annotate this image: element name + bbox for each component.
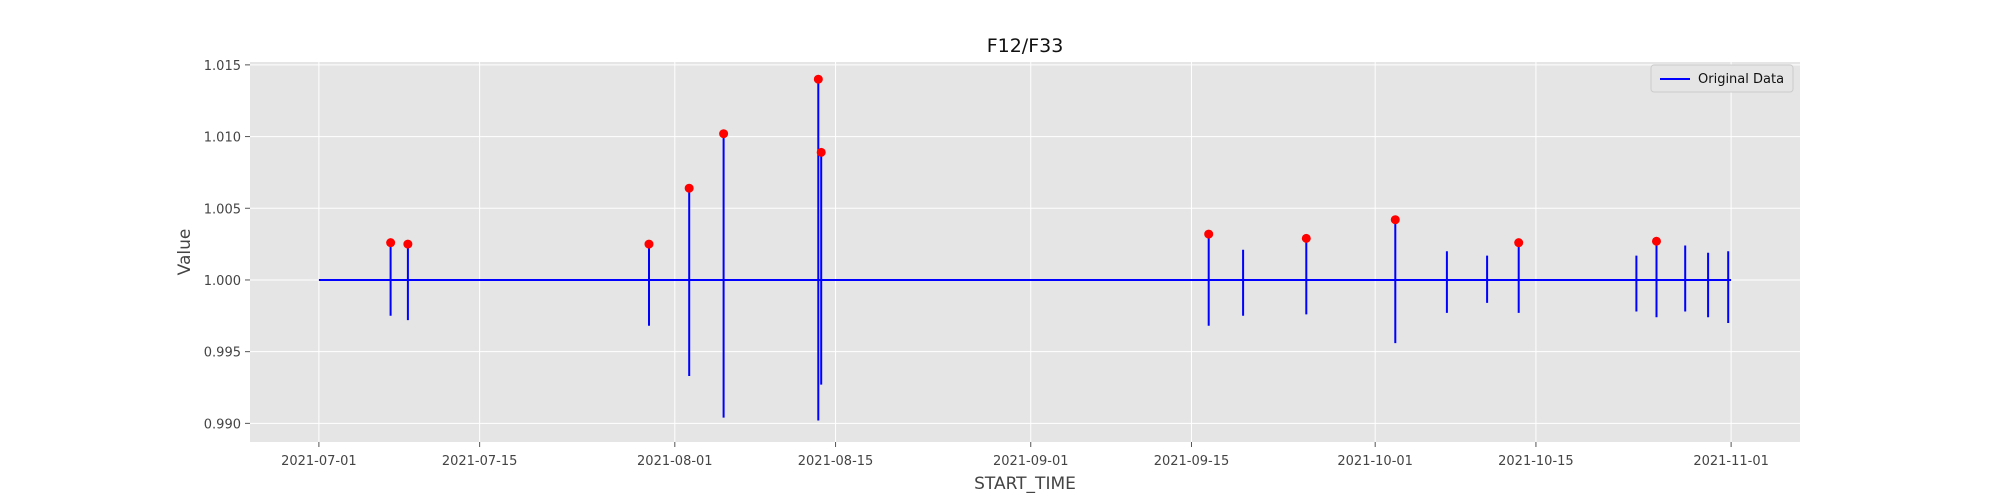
x-tick-label: 2021-08-15 [798,454,874,469]
x-tick-label: 2021-07-01 [281,454,357,469]
series-line [318,79,1732,421]
x-tick-label: 2021-08-01 [637,454,713,469]
data-point [1204,229,1214,239]
y-tick-label: 0.995 [204,346,241,361]
data-point [644,239,654,249]
data-point [1301,233,1311,243]
plot-area [250,62,1800,442]
x-tick-label: 2021-09-15 [1154,454,1230,469]
data-point [719,129,729,139]
marker-layer [386,74,1661,249]
series-layer [318,79,1732,421]
y-axis-title: Value [175,229,195,276]
data-point [816,147,826,157]
data-point [813,74,823,84]
data-point [403,239,413,249]
y-tick-label: 0.990 [204,417,241,432]
x-tick-label: 2021-10-01 [1337,454,1413,469]
data-point [1390,215,1400,225]
x-axis-ticks: 2021-07-01 2021-07-15 2021-08-01 2021-08-15… [281,442,1769,469]
data-point [1651,236,1661,246]
x-tick-label: 2021-07-15 [442,454,518,469]
y-tick-label: 1.005 [204,202,241,217]
x-axis-title: START_TIME [974,474,1076,494]
data-point [684,183,694,193]
x-tick-label: 2021-09-01 [993,454,1069,469]
y-tick-label: 1.000 [204,274,241,289]
data-point [386,238,396,248]
legend-box [1650,64,1794,93]
x-tick-label: 2021-10-15 [1498,454,1574,469]
y-tick-label: 1.010 [204,131,241,146]
chart-title: F12/F33 [987,35,1064,57]
y-axis-ticks: 0.990 0.995 1.000 1.005 1.010 1.015 [204,59,250,432]
data-point [1514,238,1524,248]
legend-label: Original Data [1698,72,1784,87]
x-tick-label: 2021-11-01 [1693,454,1769,469]
legend: Original Data [1650,64,1794,93]
y-tick-label: 1.015 [204,59,241,74]
